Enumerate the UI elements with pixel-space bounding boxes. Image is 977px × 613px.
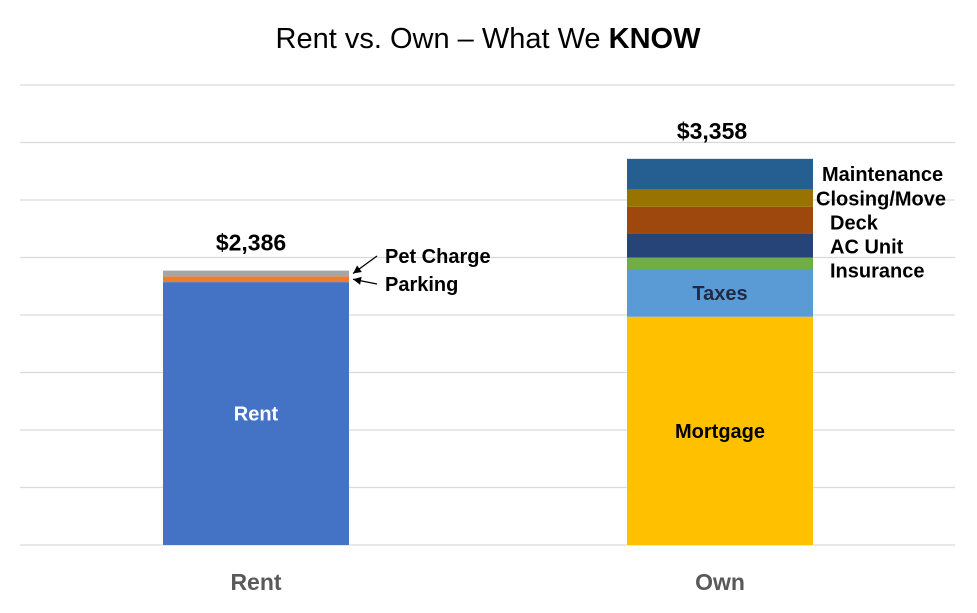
bars: [163, 158, 813, 545]
callout-arrow-head-pet-charge: [353, 265, 362, 274]
category-label-own: Own: [695, 569, 745, 595]
segment-label-mortgage: Mortgage: [675, 421, 765, 443]
labels: Rent Pet Charge Parking $2,386 Rent Mortgage T…: [216, 118, 946, 595]
chart-title-main: Rent vs. Own – What We: [276, 23, 609, 55]
segment-label-maintenance: Maintenance: [822, 164, 943, 186]
segment-label-deck: Deck: [830, 212, 879, 234]
segment-label-parking: Parking: [385, 274, 458, 296]
bar-segment-mortgage: [627, 316, 813, 545]
bar-segment-maintenance: [627, 158, 813, 190]
bar-segment-ac-unit: [627, 233, 813, 258]
segment-label-ac-unit: AC Unit: [830, 236, 904, 258]
total-label-rent: $2,386: [216, 230, 286, 256]
segment-label-pet-charge: Pet Charge: [385, 246, 491, 268]
segment-label-rent: Rent: [234, 404, 279, 426]
segment-label-closing-move: Closing/Move: [816, 188, 946, 210]
segment-label-taxes: Taxes: [692, 283, 747, 305]
chart-title: Rent vs. Own – What We KNOW: [276, 23, 702, 55]
bar-segment-closing-move: [627, 189, 813, 207]
callout-arrow-head-parking: [353, 276, 362, 285]
category-label-rent: Rent: [230, 569, 281, 595]
chart-title-emphasis: KNOW: [609, 23, 701, 55]
gridlines: [20, 84, 955, 546]
bar-segment-insurance: [627, 257, 813, 269]
bar-segment-pet-charge: [163, 270, 349, 277]
bar-segment-parking: [163, 276, 349, 283]
total-label-own: $3,358: [677, 118, 748, 144]
segment-label-insurance: Insurance: [830, 260, 924, 282]
bar-segment-rent: [163, 282, 349, 545]
bar-segment-taxes: [627, 269, 813, 317]
bar-segment-deck: [627, 206, 813, 234]
